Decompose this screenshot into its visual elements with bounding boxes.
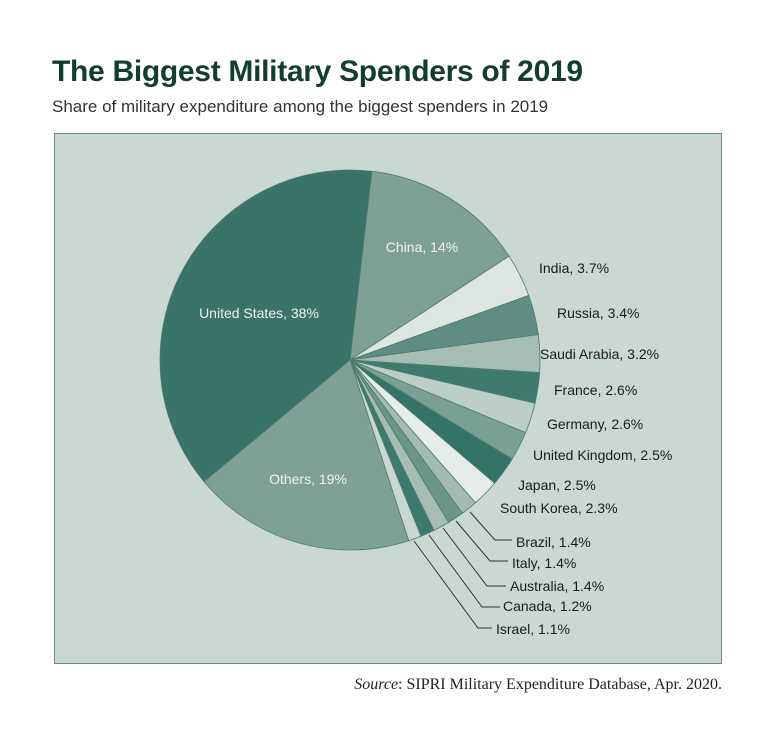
leader-line-australia (442, 527, 506, 587)
leader-line-brazil (469, 511, 512, 541)
slice-label-united-kingdom: United Kingdom, 2.5% (533, 447, 672, 463)
slice-label-united-states: United States, 38% (199, 305, 319, 321)
slice-label-israel: Israel, 1.1% (496, 621, 570, 637)
slice-label-italy: Italy, 1.4% (512, 555, 576, 571)
slice-label-france: France, 2.6% (554, 382, 637, 398)
pie-slice-china (349, 170, 510, 361)
source-label: Source (354, 676, 399, 693)
slice-label-china: China, 14% (386, 239, 458, 255)
source-text: : SIPRI Military Expenditure Database, A… (398, 676, 722, 693)
slice-label-south-korea: South Korea, 2.3% (500, 500, 618, 516)
slice-label-brazil: Brazil, 1.4% (516, 534, 591, 550)
slice-label-india: India, 3.7% (539, 260, 609, 276)
chart-subtitle: Share of military expenditure among the … (52, 97, 549, 116)
slice-label-canada: Canada, 1.2% (503, 598, 592, 614)
slice-label-germany: Germany, 2.6% (547, 416, 643, 432)
slice-label-russia: Russia, 3.4% (557, 305, 639, 321)
leader-line-italy (455, 520, 508, 562)
source-note: Source: SIPRI Military Expenditure Datab… (354, 676, 722, 694)
pie-slice-others (203, 359, 410, 551)
slice-label-australia: Australia, 1.4% (510, 578, 604, 594)
pie-slice-united-states (159, 169, 373, 483)
slice-label-japan: Japan, 2.5% (518, 477, 596, 493)
leader-line-israel (413, 540, 492, 629)
chart-title: The Biggest Military Spenders of 2019 (52, 55, 583, 88)
leader-line-canada (428, 534, 500, 608)
slice-label-saudi-arabia: Saudi Arabia, 3.2% (540, 346, 659, 362)
slice-label-others: Others, 19% (269, 471, 347, 487)
